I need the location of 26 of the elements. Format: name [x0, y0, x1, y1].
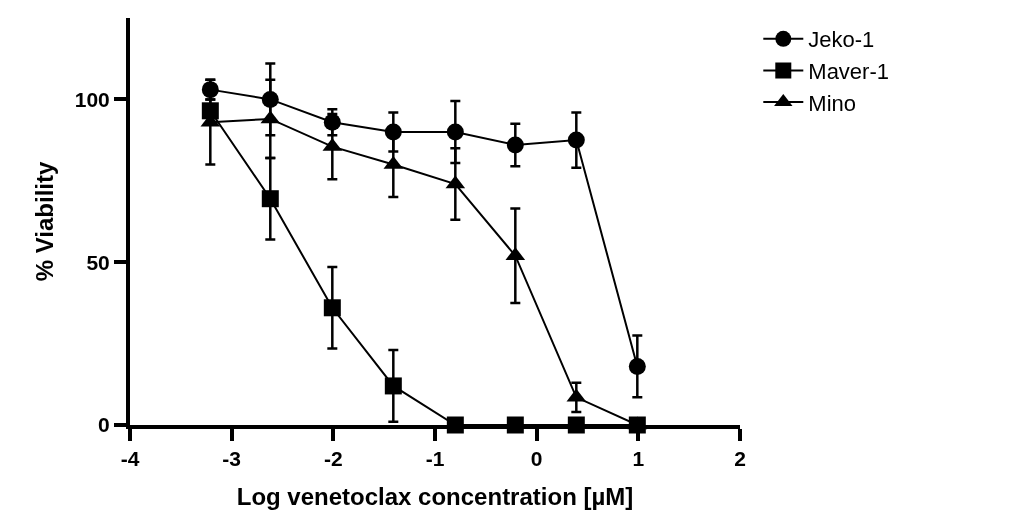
point — [384, 123, 402, 141]
point — [506, 136, 524, 154]
point — [261, 190, 279, 208]
point — [628, 357, 646, 375]
x-tick-label: -1 — [425, 447, 445, 471]
y-tick-label: 100 — [74, 87, 110, 111]
point — [323, 113, 341, 131]
legend-label: Jeko-1 — [808, 27, 875, 53]
legend-label: Mino — [808, 90, 856, 116]
y-tick-label: 0 — [98, 413, 110, 437]
y-axis-title: % Viability — [31, 161, 59, 282]
point — [567, 131, 585, 149]
point — [446, 123, 464, 141]
x-tick-label: 1 — [632, 447, 645, 471]
point — [261, 90, 279, 108]
y-tick-label: 50 — [86, 250, 110, 274]
point — [323, 299, 341, 317]
x-tick-label: 2 — [734, 447, 746, 471]
legend-label: Maver-1 — [808, 58, 889, 84]
x-tick-label: -2 — [323, 447, 343, 471]
point — [384, 377, 402, 395]
x-axis-title: Log venetoclax concentration [µM] — [236, 483, 634, 510]
x-tick-label: 0 — [530, 447, 543, 471]
point — [201, 102, 219, 120]
x-tick-label: -4 — [120, 447, 140, 471]
x-tick-label: -3 — [222, 447, 242, 471]
